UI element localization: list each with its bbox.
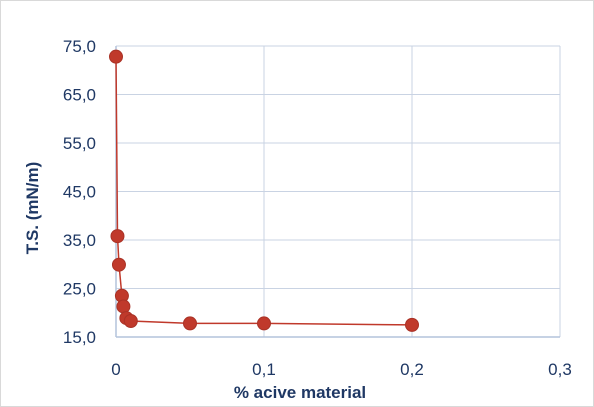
tick-layer: 0 0,1 0,2 0,3 15,0 25,0 35,0 45,0 55,0 65,0 75,0 — [63, 37, 572, 379]
y-tick-label: 35,0 — [63, 231, 96, 250]
x-tick-label: 0,3 — [548, 360, 572, 379]
x-tick-label: 0,1 — [252, 360, 276, 379]
y-tick-label: 25,0 — [63, 280, 96, 299]
data-point — [116, 299, 131, 314]
x-tick-label: 0,2 — [400, 360, 424, 379]
data-point — [257, 316, 271, 331]
y-tick-label: 75,0 — [63, 37, 96, 56]
data-point — [123, 313, 138, 328]
y-tick-label: 45,0 — [63, 183, 96, 202]
data-point — [110, 229, 125, 244]
x-tick-label: 0 — [111, 360, 120, 379]
x-axis-title: % acive material — [234, 383, 366, 402]
data-point — [111, 257, 126, 272]
data-point — [183, 316, 197, 331]
y-axis-title: T.S. (mN/m) — [23, 162, 42, 255]
data-point — [405, 317, 419, 332]
grid-layer — [116, 45, 561, 337]
y-tick-label: 15,0 — [63, 328, 96, 347]
point-layer — [109, 49, 419, 332]
y-tick-label: 55,0 — [63, 134, 96, 153]
data-point — [109, 49, 123, 64]
y-tick-label: 65,0 — [63, 86, 96, 105]
